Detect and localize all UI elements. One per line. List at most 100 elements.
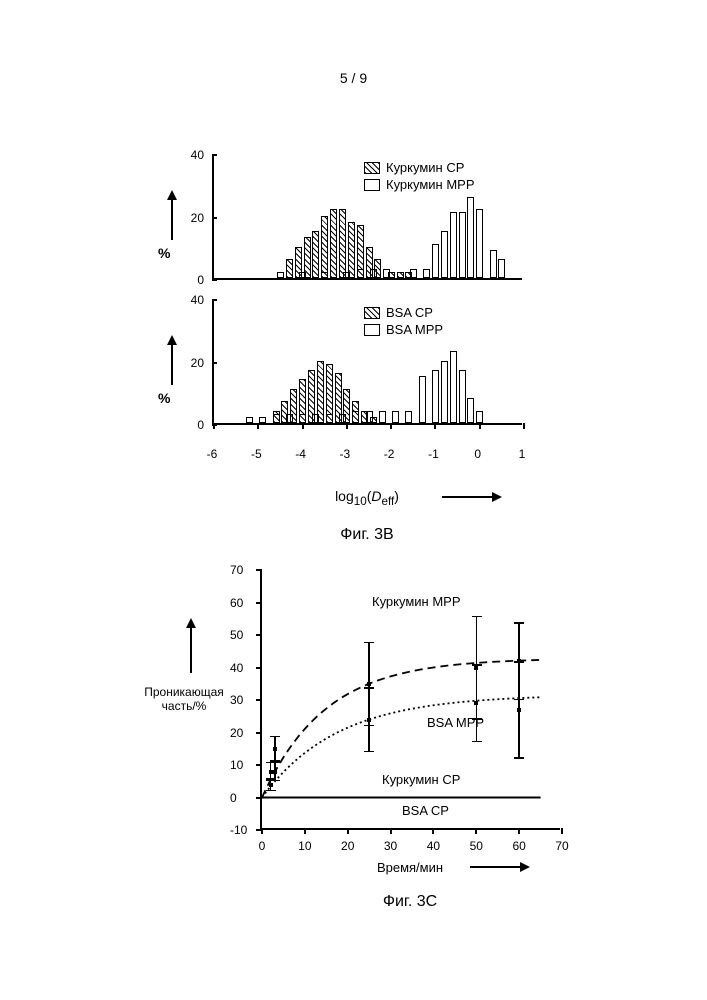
- y-tick-mark: [256, 732, 262, 734]
- y-tick-label: 60: [230, 596, 243, 610]
- y-tick-label: -10: [230, 823, 247, 837]
- x-tick-mark: [479, 423, 481, 429]
- x-axis-arrow-icon: [470, 860, 530, 877]
- histogram-bar: [459, 212, 466, 278]
- y-tick-label: 10: [230, 758, 243, 772]
- x-tick-label: 0: [474, 447, 481, 461]
- histogram-bar: [317, 361, 324, 424]
- y-tick-mark: [256, 764, 262, 766]
- legend-item: Куркумин MPP: [364, 177, 475, 192]
- y-axis-arrow-icon: [165, 190, 179, 245]
- legend-swatch-plain: [364, 324, 380, 336]
- x-tick-label: -6: [207, 447, 218, 461]
- x-tick-mark: [434, 423, 436, 429]
- histogram-bar: [259, 417, 266, 423]
- histogram-bar: [326, 364, 333, 423]
- x-tick-mark: [475, 828, 477, 834]
- histogram-bar: [405, 272, 412, 278]
- y-axis-label: Проникающаячасть/%: [134, 685, 234, 713]
- legend-item: BSA MPP: [364, 322, 443, 337]
- histogram-bar: [277, 272, 284, 278]
- histogram-bar: [352, 401, 359, 423]
- histogram-bar: [312, 231, 319, 278]
- histogram-bar: [335, 373, 342, 423]
- histogram-bar: [392, 411, 399, 424]
- histogram-bar: [304, 237, 311, 278]
- legend-swatch-hatched: [364, 162, 380, 174]
- histogram-bar: [397, 272, 404, 278]
- histogram-bar: [343, 389, 350, 423]
- x-tick-mark: [518, 828, 520, 834]
- histogram-bar: [339, 209, 346, 278]
- legend-label: BSA MPP: [386, 322, 443, 337]
- x-tick-mark: [302, 423, 304, 429]
- x-tick-label: 60: [512, 839, 525, 853]
- y-tick-mark: [256, 699, 262, 701]
- histogram-bar: [330, 209, 337, 278]
- histogram-panel-bsa: BSA CP BSA MPP 02040 %: [150, 300, 540, 445]
- x-tick-label: 1: [519, 447, 526, 461]
- histogram-bar: [441, 231, 448, 278]
- x-tick-mark: [257, 423, 259, 429]
- y-tick-mark: [212, 299, 217, 301]
- data-point: [367, 718, 371, 722]
- y-tick-label: 40: [191, 293, 204, 307]
- histogram-bar: [379, 411, 386, 424]
- legend: Куркумин CP Куркумин MPP: [364, 160, 475, 194]
- x-axis-arrow-icon: [442, 490, 502, 507]
- data-point: [273, 770, 277, 774]
- histogram-bar: [498, 259, 505, 278]
- x-tick-mark: [432, 828, 434, 834]
- x-tick-label: -4: [295, 447, 306, 461]
- legend-label: Куркумин MPP: [386, 177, 475, 192]
- y-tick-mark: [212, 217, 217, 219]
- data-point: [273, 747, 277, 751]
- legend: BSA CP BSA MPP: [364, 305, 443, 339]
- figure-3b: Куркумин CP Куркумин MPP 02040 % BSA CP: [150, 155, 540, 544]
- histogram-bar: [423, 269, 430, 278]
- histogram-bar: [490, 250, 497, 278]
- histogram-bar: [459, 370, 466, 423]
- x-tick-mark: [561, 828, 563, 834]
- x-tick-mark: [390, 828, 392, 834]
- histogram-bar: [405, 411, 412, 424]
- histogram-panel-curcumin: Куркумин CP Куркумин MPP 02040 %: [150, 155, 540, 300]
- x-axis-label-text: log10(Deff): [335, 488, 399, 504]
- y-axis-ticks: 02040: [150, 155, 212, 280]
- histogram-bar: [273, 411, 280, 424]
- y-tick-label: 0: [197, 273, 204, 287]
- x-tick-label: 30: [384, 839, 397, 853]
- figure-caption: Фиг. 3B: [212, 526, 522, 544]
- y-tick-mark: [212, 154, 217, 156]
- plot-area: Куркумин CP Куркумин MPP: [212, 155, 522, 280]
- histogram-bar: [476, 209, 483, 278]
- data-point: [367, 682, 371, 686]
- curve-label-curcumin-cp: Куркумин CP: [382, 772, 460, 787]
- x-tick-label: -5: [251, 447, 262, 461]
- histogram-bar: [295, 247, 302, 278]
- y-tick-mark: [256, 602, 262, 604]
- x-tick-label: 50: [470, 839, 483, 853]
- legend-label: BSA CP: [386, 305, 433, 320]
- y-tick-mark: [256, 797, 262, 799]
- histogram-bar: [432, 370, 439, 423]
- histogram-bar: [308, 370, 315, 423]
- y-tick-label: 20: [191, 211, 204, 225]
- histogram-bar: [467, 398, 474, 423]
- x-tick-mark: [347, 828, 349, 834]
- histogram-bar: [388, 272, 395, 278]
- y-tick-mark: [212, 424, 217, 426]
- x-tick-mark: [304, 828, 306, 834]
- x-tick-label: -1: [428, 447, 439, 461]
- x-axis-label-text: Время/мин: [377, 860, 443, 875]
- histogram-bar: [246, 417, 253, 423]
- figure-caption: Фиг. 3C: [260, 893, 560, 911]
- x-tick-mark: [523, 423, 525, 429]
- histogram-bar: [374, 259, 381, 278]
- x-tick-mark: [346, 423, 348, 429]
- histogram-bar: [281, 401, 288, 423]
- y-tick-mark: [212, 362, 217, 364]
- legend-item: BSA CP: [364, 305, 443, 320]
- curve-label-bsa-cp: BSA CP: [402, 803, 449, 818]
- y-tick-mark: [212, 279, 217, 281]
